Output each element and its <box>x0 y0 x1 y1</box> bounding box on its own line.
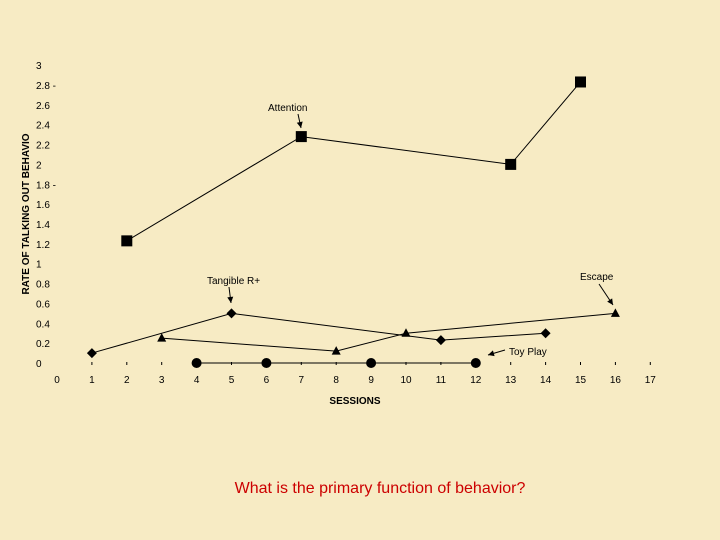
x-tick-label: 2 <box>124 375 130 386</box>
x-tick-label: 3 <box>159 375 165 386</box>
annotation-arrowhead <box>488 350 495 357</box>
data-point-tangible <box>435 335 446 346</box>
y-tick-label: 1.6 <box>36 200 50 211</box>
y-axis-title: RATE OF TALKING OUT BEHAVIO <box>21 133 32 294</box>
data-point-toy-play <box>261 358 272 368</box>
y-tick-label: 0.6 <box>36 299 50 310</box>
x-tick-label: 14 <box>540 375 552 386</box>
y-tick-label: 1 <box>36 260 42 271</box>
y-tick-label: 2.2 <box>36 141 50 152</box>
x-tick-label: 17 <box>645 375 657 386</box>
x-tick-label: 13 <box>505 375 517 386</box>
data-point-tangible <box>86 348 97 359</box>
annotation-label: Escape <box>580 272 614 283</box>
y-tick-label: 3 <box>36 61 42 72</box>
y-tick-label: 0 <box>36 359 42 370</box>
x-axis-title: SESSIONS <box>329 396 380 407</box>
data-point-attention <box>295 131 307 143</box>
y-tick-label: 0.2 <box>36 339 50 350</box>
y-tick-label: 1.2 <box>36 240 50 251</box>
data-point-toy-play <box>366 358 377 368</box>
question-text: What is the primary function of behavior… <box>234 480 526 497</box>
y-tick-label: 0.4 <box>36 319 50 330</box>
y-tick-label: 0.8 <box>36 280 50 291</box>
x-tick-label: 6 <box>264 375 270 386</box>
x-tick-label: 5 <box>229 375 235 386</box>
y-tick-label: 2 <box>36 160 42 171</box>
data-point-tangible <box>540 328 551 339</box>
x-tick-label: 8 <box>333 375 339 386</box>
y-tick-label: 2.4 <box>36 121 50 132</box>
annotation-arrowhead <box>296 121 303 128</box>
x-tick-label: 16 <box>610 375 622 386</box>
x-tick-label: 9 <box>368 375 374 386</box>
annotation-label: Toy Play <box>509 347 547 358</box>
data-point-attention <box>575 76 586 88</box>
data-point-escape <box>610 308 620 317</box>
data-point-escape <box>331 346 341 355</box>
series-line-escape <box>161 312 616 352</box>
annotation-arrowhead <box>607 298 613 305</box>
data-point-toy-play <box>470 358 481 368</box>
data-point-toy-play <box>191 358 202 368</box>
y-tick-label: 2.8 - <box>36 81 56 92</box>
y-tick-label: 1.4 <box>36 220 50 231</box>
x-tick-label: 12 <box>470 375 482 386</box>
y-tick-label: 2.6 <box>36 101 50 112</box>
x-tick-label: 10 <box>400 375 412 386</box>
data-point-escape <box>401 328 411 337</box>
series-line-attention <box>126 81 581 242</box>
behavior-line-chart: 0 0.2 0.4 0.6 0.8 1 1.2 1.4 1.6 1.8 - 2 2.2 2.4 2.6 2.… <box>21 61 657 407</box>
y-tick-label: 1.8 - <box>36 180 56 191</box>
data-point-escape <box>157 333 167 342</box>
x-tick-label: 0 <box>54 375 60 386</box>
data-point-attention <box>121 235 133 247</box>
annotation-arrowhead <box>227 296 234 303</box>
x-tick-label: 4 <box>194 375 200 386</box>
x-tick-label: 15 <box>575 375 587 386</box>
x-tick-label: 7 <box>299 375 305 386</box>
x-tick-label: 1 <box>89 375 95 386</box>
x-tick-label: 11 <box>436 375 447 386</box>
series-line-tangible-r- <box>91 312 546 354</box>
data-point-attention <box>505 158 517 170</box>
annotation-label: Tangible R+ <box>207 276 260 287</box>
data-point-tangible <box>226 308 237 319</box>
annotation-label: Attention <box>268 103 307 114</box>
